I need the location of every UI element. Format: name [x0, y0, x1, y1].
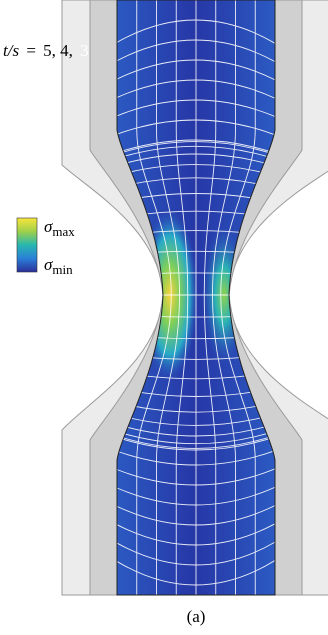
mesh-line — [117, 514, 275, 546]
colorbar — [16, 217, 38, 273]
mesh — [117, 0, 275, 595]
subscript: min — [52, 262, 73, 277]
mesh-line — [117, 479, 275, 506]
symbol: σ — [44, 255, 53, 274]
colorbar-max-label: σmax — [44, 217, 75, 239]
subscript: max — [52, 224, 75, 239]
mesh-line — [117, 39, 275, 71]
inner-specimen — [117, 0, 275, 595]
mesh-line — [117, 497, 275, 526]
colorbar-min-label: σmin — [44, 255, 73, 277]
mesh-line — [117, 99, 275, 124]
thickness-label: t/s = 5, 4, 3 — [3, 41, 89, 60]
label-part: t/s — [3, 41, 19, 60]
mesh-line — [117, 549, 275, 586]
caption: (a) — [187, 607, 206, 626]
symbol: σ — [44, 217, 53, 236]
label-part: 3 — [80, 41, 89, 60]
mesh-line — [117, 461, 275, 486]
mesh-line — [117, 444, 275, 466]
mesh-line — [117, 532, 275, 566]
mesh-line — [117, 19, 275, 54]
mesh-line — [117, 59, 275, 89]
mesh-line — [117, 79, 275, 107]
label-part: = — [26, 41, 36, 60]
inner-outline — [116, 0, 276, 596]
mesh-line — [117, 119, 275, 142]
label-part: 5, 4, — [43, 41, 73, 60]
